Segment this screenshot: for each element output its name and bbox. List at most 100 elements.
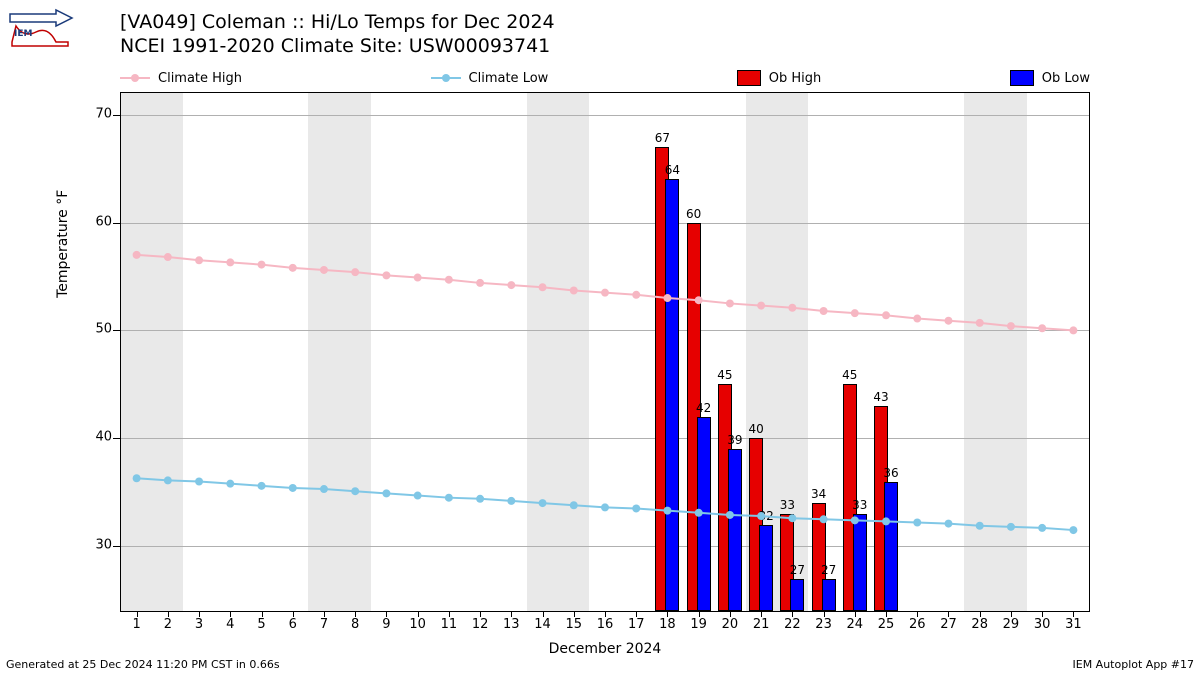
x-tick-label: 6: [289, 617, 297, 632]
legend-line-icon: [431, 77, 461, 79]
climate-low-marker: [944, 520, 952, 528]
y-tick: [113, 115, 121, 116]
bar-label: 45: [842, 368, 857, 382]
x-tick-label: 31: [1065, 617, 1082, 632]
grid-line: [121, 115, 1089, 116]
climate-high-marker: [632, 291, 640, 299]
iem-logo: IEM: [6, 6, 76, 48]
climate-high-marker: [820, 307, 828, 315]
bar-label: 36: [883, 466, 898, 480]
climate-low-marker: [1069, 526, 1077, 534]
climate-low-marker: [445, 494, 453, 502]
y-axis-label: Temperature °F: [55, 190, 71, 298]
climate-low-marker: [913, 519, 921, 527]
ob-low-bar: [728, 449, 742, 611]
climate-high-marker: [882, 311, 890, 319]
legend-swatch-icon: [737, 70, 761, 86]
climate-low-marker: [382, 489, 390, 497]
bar-label: 40: [748, 422, 763, 436]
climate-low-marker: [601, 503, 609, 511]
legend-ob-high: Ob High: [737, 70, 822, 86]
x-tick-label: 4: [226, 617, 234, 632]
svg-text:IEM: IEM: [14, 29, 32, 39]
legend-label: Climate High: [158, 71, 242, 86]
x-tick-label: 13: [503, 617, 520, 632]
ob-low-bar: [790, 579, 804, 611]
legend-swatch-icon: [1010, 70, 1034, 86]
bar-label: 60: [686, 207, 701, 221]
bar-label: 33: [852, 498, 867, 512]
grid-line: [121, 223, 1089, 224]
bar-label: 39: [727, 433, 742, 447]
weekend-shade: [121, 93, 183, 611]
x-tick-label: 19: [690, 617, 707, 632]
line-series-svg: [121, 93, 1089, 611]
title-line-1: [VA049] Coleman :: Hi/Lo Temps for Dec 2…: [120, 10, 555, 34]
y-tick: [113, 223, 121, 224]
x-tick-label: 1: [132, 617, 140, 632]
climate-low-marker: [226, 480, 234, 488]
bar-label: 27: [790, 563, 805, 577]
bar-label: 45: [717, 368, 732, 382]
climate-high-marker: [445, 276, 453, 284]
bar-label: 27: [821, 563, 836, 577]
x-tick-label: 2: [164, 617, 172, 632]
x-tick-label: 5: [257, 617, 265, 632]
x-tick-label: 7: [320, 617, 328, 632]
climate-low-marker: [1038, 524, 1046, 532]
climate-low-line: [137, 478, 1074, 530]
y-tick: [113, 546, 121, 547]
chart-titles: [VA049] Coleman :: Hi/Lo Temps for Dec 2…: [120, 10, 555, 58]
ob-low-bar: [884, 482, 898, 612]
climate-high-marker: [226, 258, 234, 266]
x-tick-label: 11: [441, 617, 458, 632]
climate-low-marker: [507, 497, 515, 505]
grid-line: [121, 438, 1089, 439]
x-tick-label: 20: [722, 617, 739, 632]
legend-ob-low: Ob Low: [1010, 70, 1090, 86]
grid-line: [121, 546, 1089, 547]
ob-low-bar: [759, 525, 773, 611]
x-tick-label: 27: [940, 617, 957, 632]
x-tick-label: 21: [753, 617, 770, 632]
x-tick-label: 3: [195, 617, 203, 632]
y-tick-label: 60: [82, 214, 112, 229]
y-tick-label: 30: [82, 538, 112, 553]
weekend-shade: [964, 93, 1026, 611]
x-tick-label: 12: [472, 617, 489, 632]
y-tick-label: 40: [82, 430, 112, 445]
x-tick-label: 29: [1003, 617, 1020, 632]
x-tick-label: 23: [815, 617, 832, 632]
x-tick-label: 17: [628, 617, 645, 632]
legend-label: Ob High: [769, 71, 822, 86]
x-tick-label: 16: [597, 617, 614, 632]
plot-area: 1234567891011121314151617181920212223242…: [120, 92, 1090, 612]
x-tick-label: 26: [909, 617, 926, 632]
x-tick-label: 24: [847, 617, 864, 632]
climate-high-marker: [851, 309, 859, 317]
legend: Climate High Climate Low Ob High Ob Low: [120, 68, 1090, 88]
x-axis-label: December 2024: [549, 641, 662, 657]
ob-low-bar: [822, 579, 836, 611]
climate-high-marker: [382, 271, 390, 279]
climate-high-line: [137, 255, 1074, 331]
footer-left: Generated at 25 Dec 2024 11:20 PM CST in…: [6, 658, 280, 671]
climate-low-marker: [632, 504, 640, 512]
bar-label: 32: [758, 509, 773, 523]
x-tick-label: 9: [382, 617, 390, 632]
bar-label: 34: [811, 487, 826, 501]
climate-low-marker: [476, 495, 484, 503]
ob-low-bar: [697, 417, 711, 611]
x-tick-label: 18: [659, 617, 676, 632]
bar-label: 33: [780, 498, 795, 512]
weekend-shade: [308, 93, 370, 611]
chart-page: IEM [VA049] Coleman :: Hi/Lo Temps for D…: [0, 0, 1200, 675]
climate-low-marker: [289, 484, 297, 492]
bar-label: 43: [873, 390, 888, 404]
legend-climate-high: Climate High: [120, 71, 242, 86]
climate-low-marker: [258, 482, 266, 490]
climate-high-marker: [726, 299, 734, 307]
y-tick-label: 50: [82, 322, 112, 337]
climate-high-marker: [258, 261, 266, 269]
bar-label: 42: [696, 401, 711, 415]
